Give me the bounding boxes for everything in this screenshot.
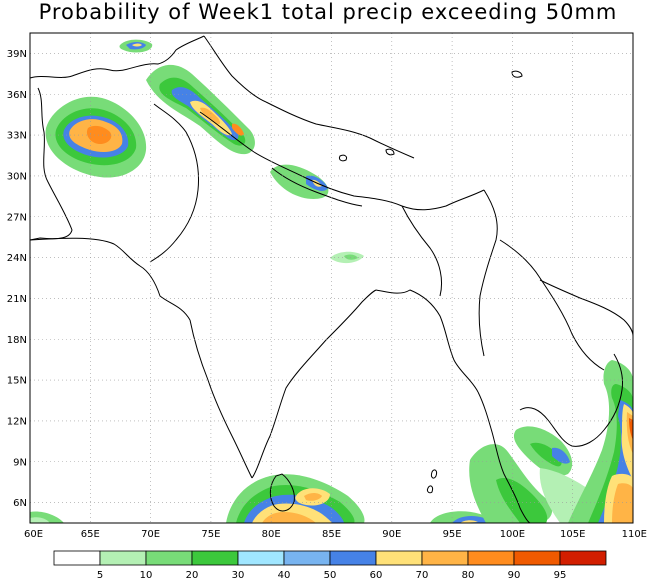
longitude-labels: 60E 65E 70E 75E 80E 85E 90E 95E 100E 105E 110E <box>24 529 647 540</box>
legend-color-box <box>559 550 607 566</box>
gridlines <box>30 33 633 523</box>
lon-tick-label: 85E <box>322 529 341 540</box>
legend-label: 10 <box>140 570 153 581</box>
legend-label: 5 <box>97 570 103 581</box>
map-title: Probability of Week1 total precip exceed… <box>38 0 618 24</box>
legend-label: 95 <box>554 570 567 581</box>
legend-label: 40 <box>278 570 291 581</box>
legend-color-box <box>191 550 239 566</box>
legend-color-box <box>421 550 469 566</box>
legend-label: 80 <box>462 570 475 581</box>
lat-tick-label: 36N <box>7 90 27 101</box>
lat-tick-label: 18N <box>7 335 27 346</box>
lon-tick-label: 100E <box>500 529 525 540</box>
lat-tick-label: 9N <box>13 457 27 468</box>
legend-color-box <box>513 550 561 566</box>
lon-tick-label: 105E <box>560 529 585 540</box>
legend-color-box <box>467 550 515 566</box>
lat-tick-label: 6N <box>13 498 27 509</box>
latitude-labels: 6N 9N 12N 15N 18N 21N 24N 27N 30N 33N 36N 39N <box>7 49 27 509</box>
lat-tick-label: 24N <box>7 253 27 264</box>
lat-tick-label: 27N <box>7 212 27 223</box>
lat-tick-label: 30N <box>7 171 27 182</box>
legend-color-box <box>375 550 423 566</box>
lat-tick-label: 21N <box>7 294 27 305</box>
lon-tick-label: 65E <box>81 529 100 540</box>
lon-tick-label: 60E <box>24 529 43 540</box>
legend-color-box <box>99 550 147 566</box>
legend-label: 50 <box>324 570 337 581</box>
lon-tick-label: 90E <box>382 529 401 540</box>
legend-color-box <box>53 550 101 566</box>
coastlines <box>29 35 634 524</box>
lat-tick-label: 12N <box>7 416 27 427</box>
legend-color-box <box>329 550 377 566</box>
lon-tick-label: 75E <box>201 529 220 540</box>
lon-tick-label: 80E <box>262 529 281 540</box>
lon-tick-label: 110E <box>622 529 647 540</box>
legend-label: 90 <box>508 570 521 581</box>
legend-color-box <box>145 550 193 566</box>
legend-label: 60 <box>370 570 383 581</box>
lat-tick-label: 33N <box>7 131 27 142</box>
lon-tick-label: 95E <box>443 529 462 540</box>
lat-tick-label: 39N <box>7 49 27 60</box>
legend-label: 30 <box>232 570 245 581</box>
lat-tick-label: 15N <box>7 376 27 387</box>
probability-shading <box>30 39 633 523</box>
legend-label: 20 <box>186 570 199 581</box>
plot-frame <box>29 32 634 524</box>
lon-tick-label: 70E <box>141 529 160 540</box>
legend-color-box <box>283 550 331 566</box>
legend-label: 70 <box>416 570 429 581</box>
legend-color-box <box>237 550 285 566</box>
